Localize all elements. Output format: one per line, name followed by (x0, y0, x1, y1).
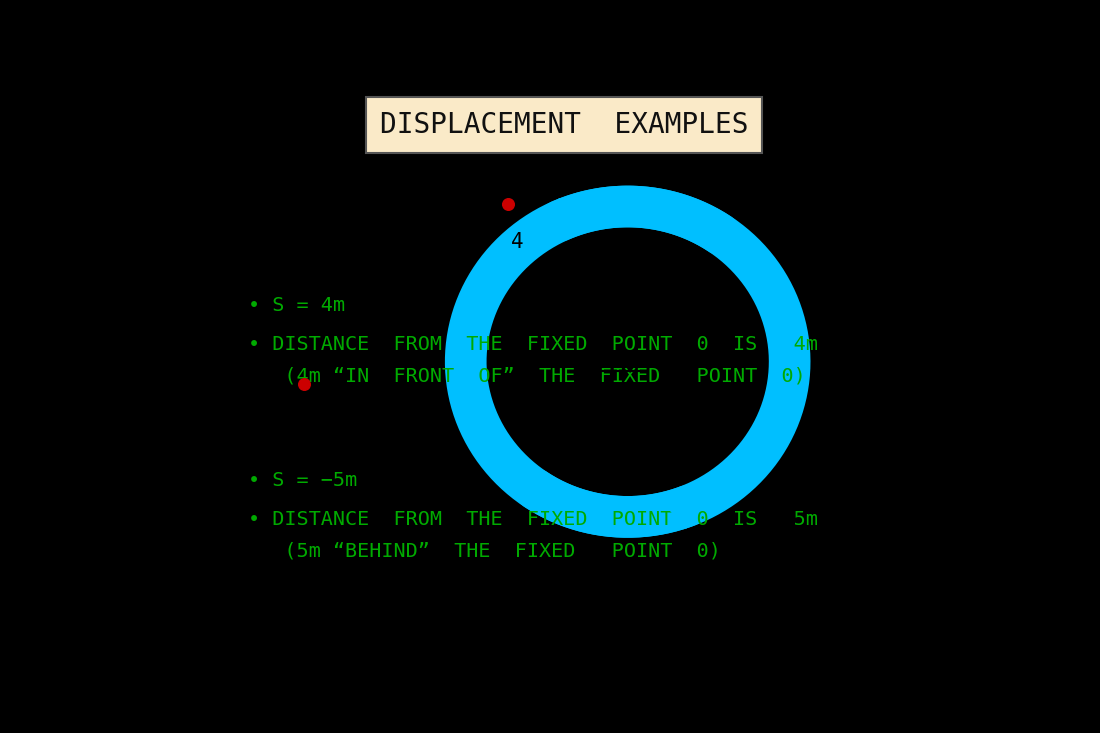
Text: • S = −5m: • S = −5m (249, 471, 358, 490)
Polygon shape (658, 496, 698, 528)
Point (499, 198, 517, 210)
Text: • DISTANCE  FROM  THE  FIXED  POINT  0  IS   4m: • DISTANCE FROM THE FIXED POINT 0 IS 4m (249, 335, 818, 354)
Text: • DISTANCE  FROM  THE  FIXED  POINT  0  IS   5m: • DISTANCE FROM THE FIXED POINT 0 IS 5m (249, 510, 818, 529)
Polygon shape (550, 199, 591, 229)
Text: DISPLACEMENT  EXAMPLES: DISPLACEMENT EXAMPLES (379, 111, 748, 139)
Text: (4m “IN  FRONT  OF”  THE  FIXED   POINT  0): (4m “IN FRONT OF” THE FIXED POINT 0) (249, 366, 806, 386)
Text: (5m “BEHIND”  THE  FIXED   POINT  0): (5m “BEHIND” THE FIXED POINT 0) (249, 541, 722, 560)
Text: • S = 4m: • S = 4m (249, 295, 345, 314)
Point (295, 378, 312, 390)
Text: 4: 4 (510, 232, 524, 252)
